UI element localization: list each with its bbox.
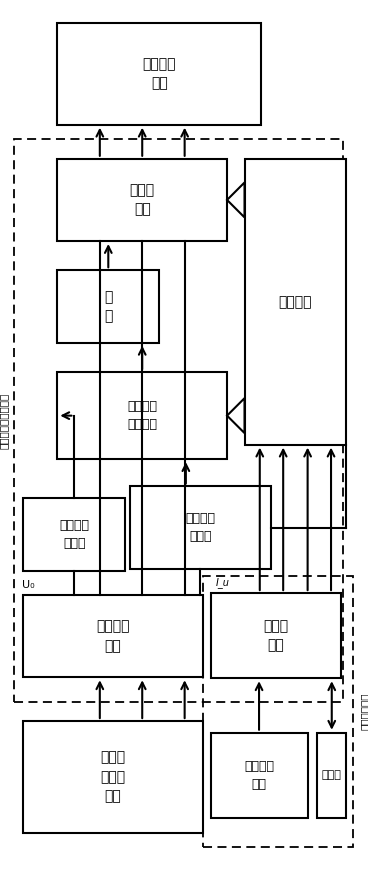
Text: 光伏逆
变器: 光伏逆 变器: [263, 619, 289, 652]
Bar: [210, 732, 308, 818]
Text: 三相逆
变器: 三相逆 变器: [130, 183, 155, 216]
Text: 蓄电池: 蓄电池: [322, 770, 342, 780]
Bar: [317, 732, 346, 818]
Text: 光伏发电装置: 光伏发电装置: [360, 692, 368, 730]
Bar: [57, 23, 261, 125]
Polygon shape: [227, 182, 244, 217]
Bar: [130, 487, 271, 569]
Text: 光伏电池
方阵: 光伏电池 方阵: [244, 760, 274, 791]
Text: I_u: I_u: [215, 577, 229, 589]
Text: U₀: U₀: [22, 580, 34, 590]
Text: 第二电流
传感器: 第二电流 传感器: [185, 512, 215, 543]
Text: 主控模块: 主控模块: [279, 295, 312, 309]
Polygon shape: [227, 399, 244, 433]
Text: 第一电流
传感器: 第一电流 传感器: [59, 519, 89, 550]
Text: 输入通道
选择电路: 输入通道 选择电路: [127, 400, 157, 431]
Bar: [57, 372, 227, 460]
Bar: [24, 595, 203, 678]
Bar: [24, 498, 125, 571]
Bar: [203, 576, 353, 847]
Text: 滤
波: 滤 波: [104, 290, 113, 324]
Bar: [210, 593, 342, 678]
Text: 电网三
相交流
电源: 电网三 相交流 电源: [100, 750, 126, 803]
Bar: [57, 159, 227, 242]
Bar: [14, 140, 343, 702]
Text: 油田井场
负载: 油田井场 负载: [142, 58, 176, 91]
Bar: [244, 159, 346, 445]
Text: 自动均衡控制逆变器: 自动均衡控制逆变器: [0, 392, 9, 448]
Bar: [24, 721, 203, 833]
Text: 三相整流
模块: 三相整流 模块: [96, 619, 130, 653]
Bar: [57, 270, 159, 343]
